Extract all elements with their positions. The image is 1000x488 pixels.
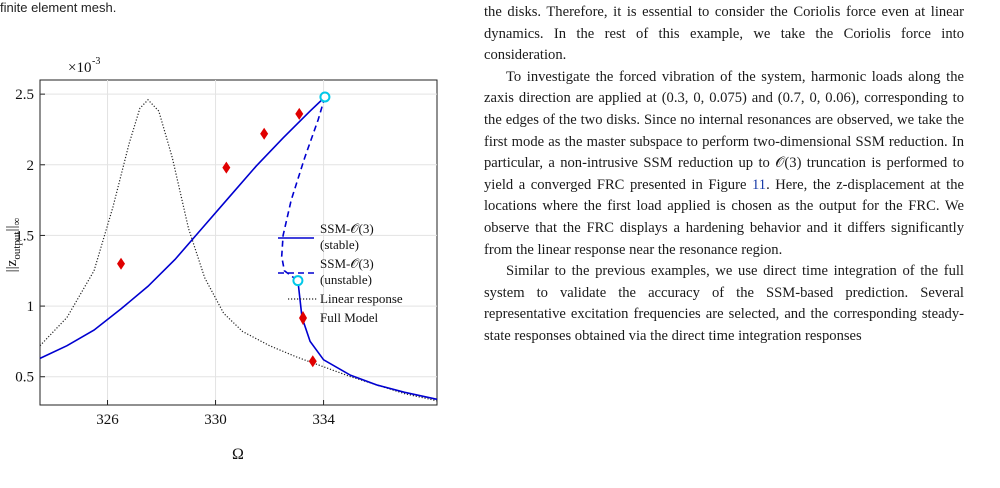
figure-11-link[interactable]: 11 xyxy=(752,176,767,193)
y-tick-label: 0.5 xyxy=(15,370,34,386)
y-tick-label: 2.5 xyxy=(15,87,34,103)
grid xyxy=(40,80,437,405)
legend-label-stable-1: SSM-𝒪(3) xyxy=(320,221,374,236)
full-model-point xyxy=(222,161,231,174)
legend-swatch-full xyxy=(299,311,307,325)
y-tick-label: 1.5 xyxy=(15,228,34,244)
frc-figure: ×10 -3 0.5 1 1.5 2 2.5 326 330 334 Ω ||zoutput… xyxy=(4,56,438,463)
paragraph-2-text-a: To investigate the forced vibration of t… xyxy=(484,68,964,193)
paragraph-2-text-b: . Here, the z-displacement at the locati… xyxy=(484,176,964,258)
x-tick-label: 326 xyxy=(96,412,119,428)
x-ticks: 326 330 334 xyxy=(96,400,335,428)
ssm-unstable-line xyxy=(280,96,326,282)
plot-frame xyxy=(39,79,438,406)
paragraph-2: To investigate the forced vibration of t… xyxy=(484,67,964,261)
right-column-text: the disks. Therefore, it is essential to… xyxy=(484,2,964,348)
legend-label-full: Full Model xyxy=(320,310,379,325)
legend-label-stable-2: (stable) xyxy=(320,237,359,252)
y-tick-label: 1 xyxy=(27,299,35,315)
paragraph-1: the disks. Therefore, it is essential to… xyxy=(484,4,964,64)
paragraph-3: Similar to the previous examples, we use… xyxy=(484,263,964,344)
figure-caption-fragment: finite element mesh. xyxy=(0,0,117,15)
bifurcation-point xyxy=(319,91,331,103)
y-ticks: 0.5 1 1.5 2 2.5 xyxy=(15,87,45,386)
legend-label-unstable-1: SSM-𝒪(3) xyxy=(320,256,374,271)
ssm-stable-line xyxy=(39,96,326,360)
legend-label-linear: Linear response xyxy=(320,291,403,306)
full-model-point xyxy=(308,355,317,368)
bifurcation-point xyxy=(292,275,304,287)
plot-area xyxy=(39,79,438,406)
x-axis-label: Ω xyxy=(232,446,244,463)
y-multiplier-exp: -3 xyxy=(92,56,100,67)
y-tick-label: 2 xyxy=(27,158,35,174)
legend-label-unstable-2: (unstable) xyxy=(320,272,372,287)
full-model-point xyxy=(295,107,304,120)
x-tick-label: 330 xyxy=(204,412,227,428)
legend: SSM-𝒪(3) (stable) SSM-𝒪(3) (unstable) Li… xyxy=(278,221,403,325)
x-tick-label: 334 xyxy=(312,412,335,428)
y-multiplier: ×10 xyxy=(68,60,91,76)
y-axis-label: ||zoutput||∞ xyxy=(4,218,23,273)
full-model-point xyxy=(117,257,126,270)
